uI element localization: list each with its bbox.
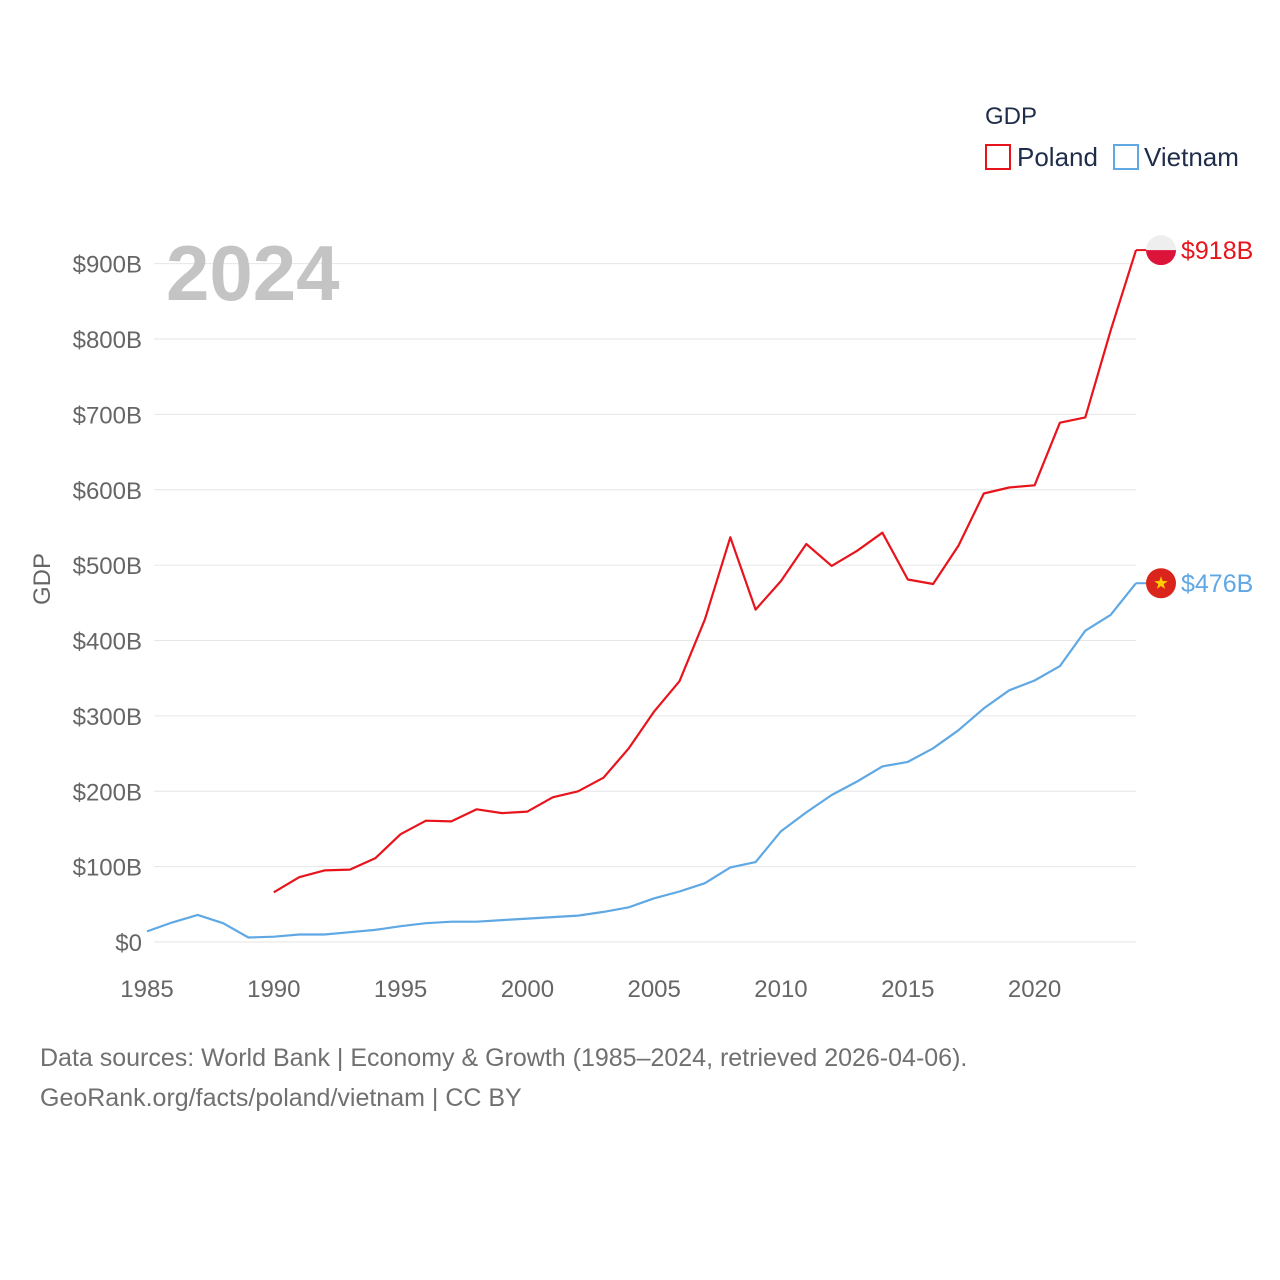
x-tick-label: 1985 (120, 976, 173, 1003)
series-line-poland (273, 249, 1138, 894)
data-source-note: Data sources: World Bank | Economy & Gro… (40, 1044, 968, 1072)
series-end-labels: $918B $476B (1136, 235, 1253, 599)
x-axis-ticks: 1985 1990 1995 2000 2005 2010 2015 2020 (120, 976, 1061, 1003)
poland-flag-icon (1146, 235, 1176, 266)
gdp-line-chart: $0 $100B $200B $300B $400B $500B $600B $700B $80… (29, 103, 1253, 1003)
y-tick-label: $0 (115, 930, 142, 957)
y-tick-label: $600B (73, 478, 142, 505)
y-tick-label: $200B (73, 779, 142, 806)
x-tick-label: 1990 (247, 976, 300, 1003)
legend-title: GDP (985, 103, 1037, 130)
x-tick-label: 2010 (754, 976, 807, 1003)
y-tick-label: $800B (73, 327, 142, 354)
y-tick-label: $100B (73, 855, 142, 882)
end-value-label-poland: $918B (1181, 237, 1253, 265)
y-tick-label: $900B (73, 252, 142, 279)
source-link[interactable]: GeoRank.org/facts/poland/vietnam | CC BY (40, 1084, 522, 1112)
x-tick-label: 2000 (501, 976, 554, 1003)
legend-label-vietnam: Vietnam (1144, 142, 1239, 172)
vietnam-flag-icon (1146, 568, 1176, 599)
x-tick-label: 2020 (1008, 976, 1061, 1003)
y-tick-label: $300B (73, 704, 142, 731)
x-tick-label: 1995 (374, 976, 427, 1003)
y-tick-label: $700B (73, 402, 142, 429)
legend-item-vietnam[interactable]: Vietnam (1113, 142, 1239, 172)
legend: GDP Poland Vietnam (985, 103, 1239, 172)
year-label: 2024 (166, 229, 340, 317)
end-value-label-vietnam: $476B (1181, 570, 1253, 598)
legend-swatch-vietnam (1113, 144, 1139, 170)
legend-label-poland: Poland (1017, 142, 1098, 172)
y-axis-ticks: $0 $100B $200B $300B $400B $500B $600B $700B $80… (73, 252, 142, 957)
grid-lines (154, 263, 1136, 943)
legend-swatch-poland (985, 144, 1011, 170)
x-tick-label: 2005 (627, 976, 680, 1003)
y-tick-label: $400B (73, 629, 142, 656)
series-lines (146, 249, 1138, 939)
x-tick-label: 2015 (881, 976, 934, 1003)
legend-item-poland[interactable]: Poland (985, 142, 1098, 172)
y-axis-title: GDP (29, 553, 56, 605)
y-tick-label: $500B (73, 553, 142, 580)
series-line-vietnam (146, 582, 1137, 939)
